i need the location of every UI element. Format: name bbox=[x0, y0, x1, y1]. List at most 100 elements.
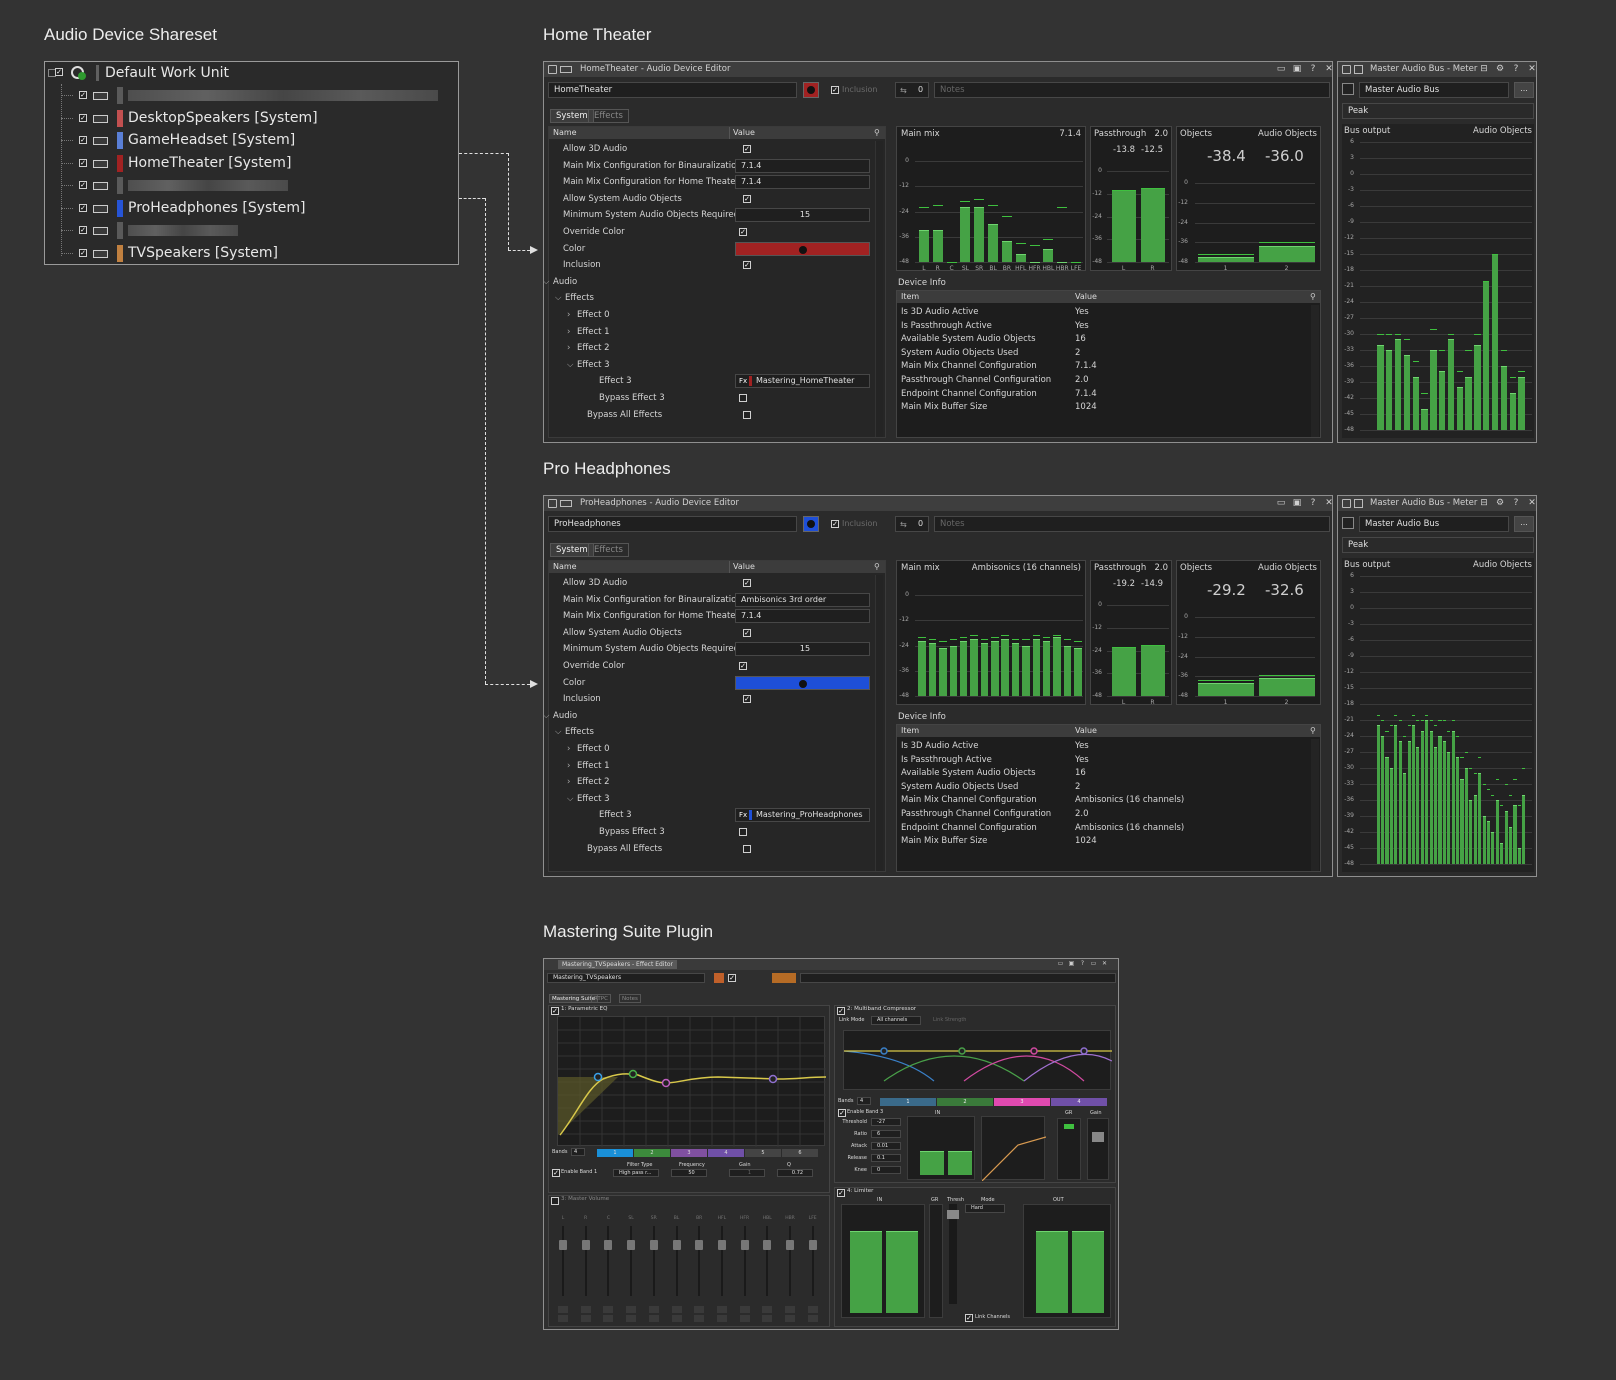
search-icon[interactable]: ⚲ bbox=[874, 128, 880, 137]
scrollbar[interactable] bbox=[875, 141, 883, 437]
eq-band-tab[interactable]: 2 bbox=[634, 1149, 670, 1157]
mute-button[interactable] bbox=[558, 1306, 568, 1313]
release-field[interactable]: 0.1 bbox=[871, 1154, 901, 1162]
help-icon[interactable]: ? bbox=[1080, 960, 1085, 967]
solo-button[interactable] bbox=[671, 1315, 682, 1322]
mute-button[interactable] bbox=[762, 1306, 773, 1313]
solo-button[interactable] bbox=[558, 1315, 568, 1322]
link-mode-dropdown[interactable]: All channels bbox=[871, 1016, 921, 1025]
limiter-thresh-thumb[interactable] bbox=[947, 1210, 959, 1219]
expand-caret[interactable]: › bbox=[567, 777, 571, 788]
eq-band-tab[interactable]: 6 bbox=[782, 1149, 818, 1157]
comp-gain-thumb[interactable] bbox=[1092, 1132, 1104, 1142]
bypass-all-checkbox[interactable] bbox=[743, 410, 751, 419]
ratio-field[interactable]: 6 bbox=[871, 1130, 901, 1138]
eq-band-handle[interactable] bbox=[628, 1069, 638, 1079]
mbc-band-tab[interactable]: 2 bbox=[937, 1098, 993, 1106]
item-checkbox[interactable]: ✓ bbox=[79, 248, 87, 257]
property-row[interactable]: Allow 3D Audio bbox=[549, 141, 869, 157]
enable-band3-checkbox[interactable]: ✓ bbox=[838, 1109, 846, 1117]
scrollbar[interactable] bbox=[1311, 305, 1319, 437]
gear-icon[interactable]: ⚙ bbox=[1495, 498, 1505, 508]
tab-system[interactable]: System bbox=[550, 543, 594, 557]
search-icon[interactable]: ⚲ bbox=[874, 562, 880, 571]
property-row[interactable]: Color bbox=[549, 675, 869, 691]
mute-button[interactable] bbox=[648, 1306, 659, 1313]
color-picker-button[interactable] bbox=[803, 516, 819, 532]
mastering-tab-1[interactable]: RTPC bbox=[591, 994, 611, 1003]
filter-type-dropdown[interactable]: High pass r... bbox=[613, 1169, 659, 1177]
scrollbar[interactable] bbox=[875, 575, 883, 871]
attack-field[interactable]: 0.01 bbox=[871, 1142, 901, 1150]
property-row[interactable]: Allow System Audio Objects bbox=[549, 191, 869, 207]
solo-button[interactable] bbox=[626, 1315, 637, 1322]
mastering-tab-0[interactable]: Mastering Suite bbox=[549, 994, 599, 1003]
channel-fader-thumb[interactable] bbox=[649, 1240, 658, 1250]
eq-band-tab[interactable]: 5 bbox=[745, 1149, 781, 1157]
mbc-band-handle[interactable] bbox=[1080, 1047, 1088, 1055]
browse-button[interactable]: ... bbox=[1514, 82, 1534, 98]
property-row[interactable]: Main Mix Configuration for Binauralizati… bbox=[549, 592, 869, 608]
item-checkbox[interactable]: ✓ bbox=[79, 136, 87, 144]
solo-button[interactable] bbox=[739, 1315, 750, 1322]
tree-item[interactable]: ✓ TVSpeakers [System] bbox=[45, 242, 458, 264]
channel-fader-track[interactable] bbox=[766, 1226, 769, 1296]
expand-caret[interactable]: ⌵ bbox=[543, 710, 550, 721]
binauralization-dropdown[interactable]: 7.1.4 bbox=[735, 158, 870, 173]
mbc-band-tab[interactable]: 4 bbox=[1051, 1098, 1107, 1106]
browse-button[interactable]: ... bbox=[1514, 516, 1534, 532]
channel-fader-thumb[interactable] bbox=[717, 1240, 726, 1250]
allow-system-objects-checkbox[interactable]: ✓ bbox=[743, 194, 751, 203]
peak-dropdown[interactable]: Peak bbox=[1342, 103, 1534, 119]
tab-effects[interactable]: Effects bbox=[588, 109, 629, 123]
property-row[interactable]: ⌵ Audio bbox=[544, 708, 869, 724]
mastering-share-field[interactable] bbox=[772, 973, 796, 983]
property-row[interactable]: › Effect 0 bbox=[549, 741, 869, 757]
mute-button[interactable] bbox=[785, 1306, 795, 1313]
expand-caret[interactable]: › bbox=[567, 343, 571, 354]
mbc-band-handle[interactable] bbox=[1030, 1047, 1038, 1055]
channel-fader-thumb[interactable] bbox=[740, 1240, 749, 1250]
channel-fader-thumb[interactable] bbox=[763, 1240, 772, 1250]
mbc-band-handle[interactable] bbox=[880, 1047, 888, 1055]
folder-icon[interactable]: ▭ bbox=[1276, 498, 1286, 508]
solo-button[interactable] bbox=[785, 1315, 795, 1322]
expand-caret[interactable]: › bbox=[567, 310, 571, 320]
channel-fader-track[interactable] bbox=[630, 1226, 633, 1296]
mute-button[interactable] bbox=[603, 1306, 614, 1313]
mastering-color-button[interactable] bbox=[714, 973, 724, 983]
channel-fader-thumb[interactable] bbox=[604, 1240, 613, 1250]
property-row[interactable]: Main Mix Configuration for Binauralizati… bbox=[549, 158, 869, 174]
bypass-effect3-checkbox[interactable] bbox=[739, 828, 747, 836]
mastering-tab-2[interactable]: Notes bbox=[619, 994, 641, 1003]
frequency-field[interactable]: 50 bbox=[671, 1169, 707, 1177]
inclusion-checkbox[interactable]: ✓ bbox=[831, 86, 839, 94]
help-icon[interactable]: ? bbox=[1310, 498, 1316, 508]
solo-button[interactable] bbox=[694, 1315, 705, 1322]
color-picker-button[interactable] bbox=[803, 82, 819, 98]
mute-button[interactable] bbox=[671, 1306, 682, 1313]
tab-system[interactable]: System bbox=[550, 109, 594, 123]
solo-button[interactable] bbox=[580, 1315, 591, 1322]
mbc-band-tab[interactable]: 1 bbox=[880, 1098, 936, 1106]
limiter-enable-checkbox[interactable]: ✓ bbox=[837, 1189, 845, 1197]
share-field[interactable]: ⇆ 0 bbox=[895, 516, 929, 532]
channel-fader-track[interactable] bbox=[652, 1226, 655, 1296]
item-checkbox[interactable]: ✓ bbox=[79, 203, 87, 212]
eq-band-tab[interactable]: 4 bbox=[708, 1149, 744, 1157]
item-checkbox[interactable]: ✓ bbox=[79, 226, 87, 234]
limiter-mode-dropdown[interactable]: Hard bbox=[965, 1204, 1005, 1213]
property-row[interactable]: › Effect 0 bbox=[549, 307, 869, 323]
pin-icon[interactable]: ⊟ bbox=[1480, 64, 1488, 74]
property-row[interactable]: Effect 3 bbox=[549, 807, 869, 823]
name-input[interactable]: HomeTheater bbox=[548, 82, 797, 98]
channel-fader-track[interactable] bbox=[607, 1226, 610, 1296]
property-row[interactable]: Bypass Effect 3 bbox=[549, 390, 869, 406]
close-icon[interactable]: ✕ bbox=[1325, 64, 1333, 74]
mbc-band-tab[interactable]: 3 bbox=[994, 1098, 1050, 1106]
override-color-checkbox[interactable]: ✓ bbox=[739, 228, 747, 236]
mute-button[interactable] bbox=[626, 1306, 637, 1313]
help-icon[interactable]: ? bbox=[1513, 64, 1519, 74]
mastering-name-input[interactable]: Mastering_TVSpeakers bbox=[547, 973, 705, 983]
solo-button[interactable] bbox=[762, 1315, 773, 1322]
